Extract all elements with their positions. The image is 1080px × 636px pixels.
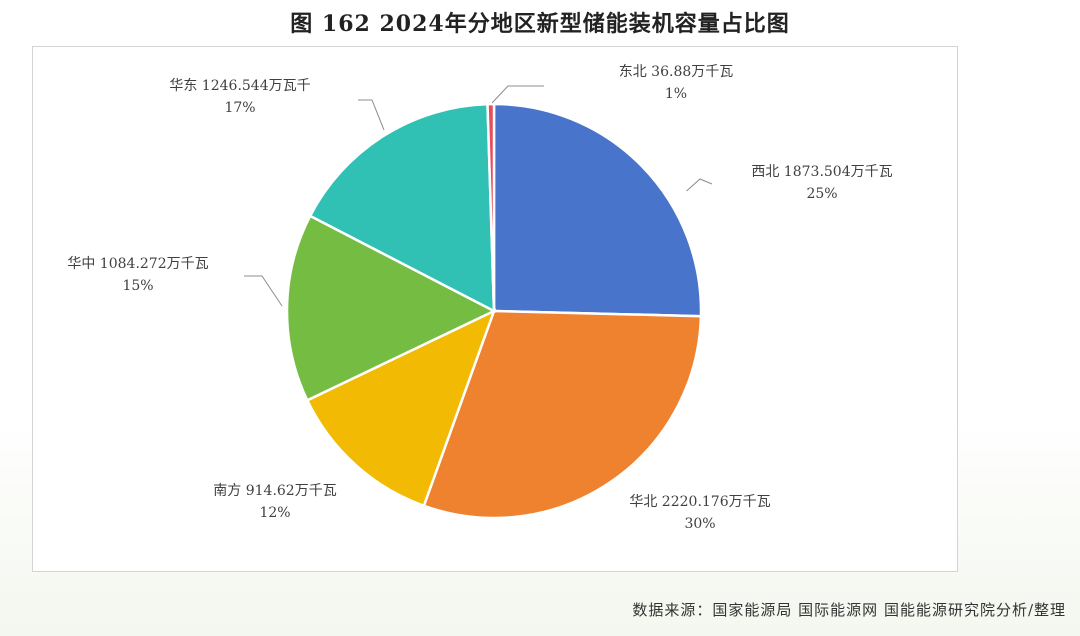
leader-line: [358, 99, 385, 131]
pie-slice: [422, 309, 703, 520]
pie-slice: [492, 102, 703, 318]
pie-slice: [285, 214, 497, 402]
leader-line: [686, 178, 713, 192]
leader-line: [491, 85, 544, 104]
slice-label: 西北 1873.504万千瓦: [751, 164, 892, 180]
data-source-note: 数据来源：国家能源局 国际能源网 国能能源研究院分析/整理: [632, 601, 1066, 619]
chart-title: 图 162 2024年分地区新型储能装机容量占比图: [290, 11, 790, 37]
pie-slice: [305, 308, 497, 508]
slice-percent-label: 30%: [684, 516, 715, 532]
slice-label: 华北 2220.176万千瓦: [629, 494, 770, 510]
leader-line: [244, 275, 283, 307]
slice-percent-label: 12%: [259, 505, 290, 521]
slice-percent-label: 25%: [806, 186, 837, 202]
pie-slice: [486, 102, 496, 312]
pie-slice: [308, 102, 496, 314]
slice-percent-label: 1%: [665, 86, 687, 102]
slice-label: 华中 1084.272万千瓦: [67, 256, 208, 272]
slice-label: 华东 1246.544万瓦千: [169, 78, 310, 94]
slice-label: 南方 914.62万千瓦: [213, 483, 336, 499]
slice-percent-label: 15%: [122, 278, 153, 294]
slice-percent-label: 17%: [224, 100, 255, 116]
slice-label: 东北 36.88万千瓦: [619, 64, 734, 80]
